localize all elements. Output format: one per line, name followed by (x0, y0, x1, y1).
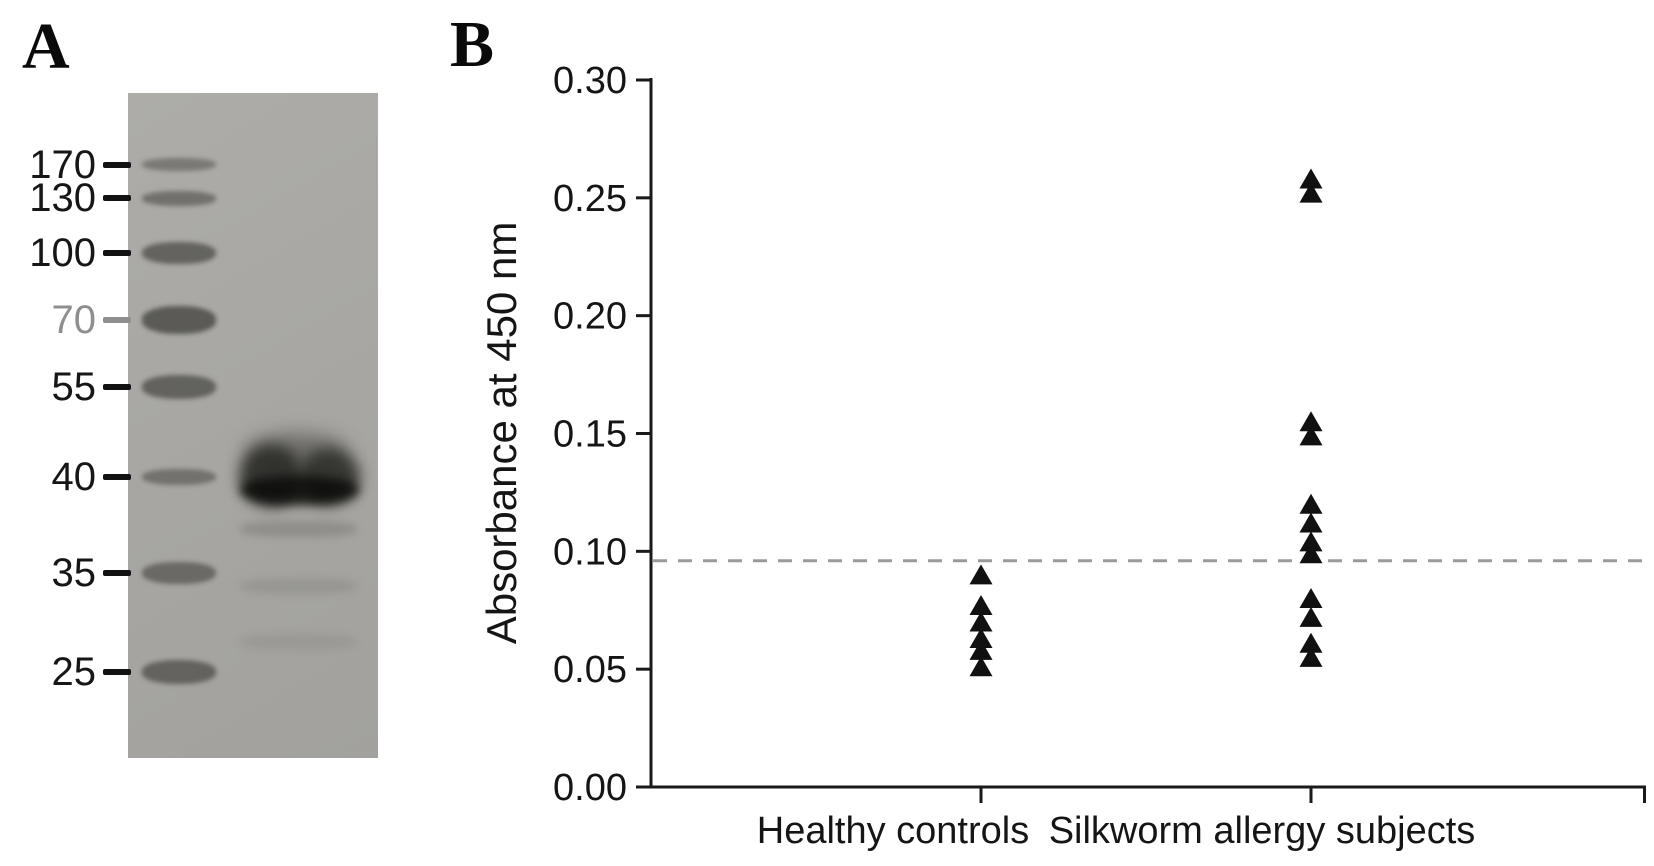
faint-band-3 (240, 634, 357, 651)
ladder-band-35kda (142, 562, 216, 585)
panel-a-label: A (22, 10, 70, 83)
data-point-triangle-s1-2 (1299, 411, 1323, 432)
x-category-label-1: Silkworm allergy subjects (1049, 810, 1476, 852)
ladder-band-100kda (142, 242, 216, 265)
data-point-triangle-s0-1 (969, 595, 993, 616)
ladder-band-25kda (142, 660, 216, 685)
mw-label-25: 25 (51, 650, 97, 695)
sample-band-core (240, 474, 360, 505)
mw-tick-dash-35 (103, 570, 131, 577)
data-point-triangle-s0-0 (969, 564, 993, 585)
data-point-triangle-s1-0 (1299, 168, 1323, 189)
ladder-band-170kda (142, 158, 216, 172)
panel-b-label: B (450, 8, 495, 81)
mw-label-100: 100 (29, 231, 96, 276)
mw-label-70: 70 (51, 297, 97, 342)
ladder-band-55kda (142, 374, 216, 399)
data-point-triangle-s1-6 (1299, 531, 1323, 552)
data-point-triangle-s0-3 (969, 628, 993, 649)
x-category-label-0: Healthy controls (757, 810, 1029, 852)
faint-band-2 (240, 578, 357, 595)
faint-band-1 (240, 520, 357, 537)
mw-label-40: 40 (51, 454, 97, 499)
mw-tick-dash-55 (103, 383, 131, 390)
y-tick-label-0.05: 0.05 (553, 649, 627, 691)
mw-label-130: 130 (29, 176, 96, 221)
data-point-triangle-s1-3 (1299, 425, 1323, 446)
mw-tick-dash-130 (103, 195, 131, 202)
data-point-triangle-s1-8 (1299, 587, 1323, 608)
mw-tick-dash-25 (103, 669, 131, 676)
mw-label-55: 55 (51, 364, 97, 409)
ladder-band-40kda (142, 468, 216, 485)
data-point-triangle-s0-4 (969, 639, 993, 660)
y-tick-label-0.25: 0.25 (553, 178, 627, 220)
data-point-triangle-s1-9 (1299, 606, 1323, 627)
data-point-triangle-s0-2 (969, 611, 993, 632)
data-point-triangle-s1-1 (1299, 182, 1323, 203)
mw-tick-dash-100 (103, 250, 131, 257)
ladder-band-70kda (142, 305, 216, 334)
data-point-triangle-s1-11 (1299, 646, 1323, 667)
y-tick-label-0.15: 0.15 (553, 414, 627, 456)
data-point-triangle-s1-4 (1299, 493, 1323, 514)
y-tick-label-0.10: 0.10 (553, 531, 627, 573)
data-point-triangle-s0-5 (969, 656, 993, 677)
mw-tick-dash-40 (103, 473, 131, 480)
mw-label-170: 170 (29, 142, 96, 187)
gel-image (128, 93, 378, 758)
y-axis-title: Absorbance at 450 nm (478, 222, 525, 645)
y-tick-label-0.30: 0.30 (553, 60, 627, 102)
mw-label-35: 35 (51, 551, 97, 596)
mw-tick-dash-170 (103, 161, 131, 168)
sample-band-haze (244, 432, 350, 473)
data-point-triangle-s1-5 (1299, 512, 1323, 533)
y-tick-label-0.00: 0.00 (553, 767, 627, 809)
mw-tick-dash-70 (103, 316, 131, 323)
data-point-triangle-s1-10 (1299, 632, 1323, 653)
ladder-band-130kda (142, 190, 216, 206)
data-point-triangle-s1-7 (1299, 543, 1323, 564)
y-tick-label-0.20: 0.20 (553, 296, 627, 338)
